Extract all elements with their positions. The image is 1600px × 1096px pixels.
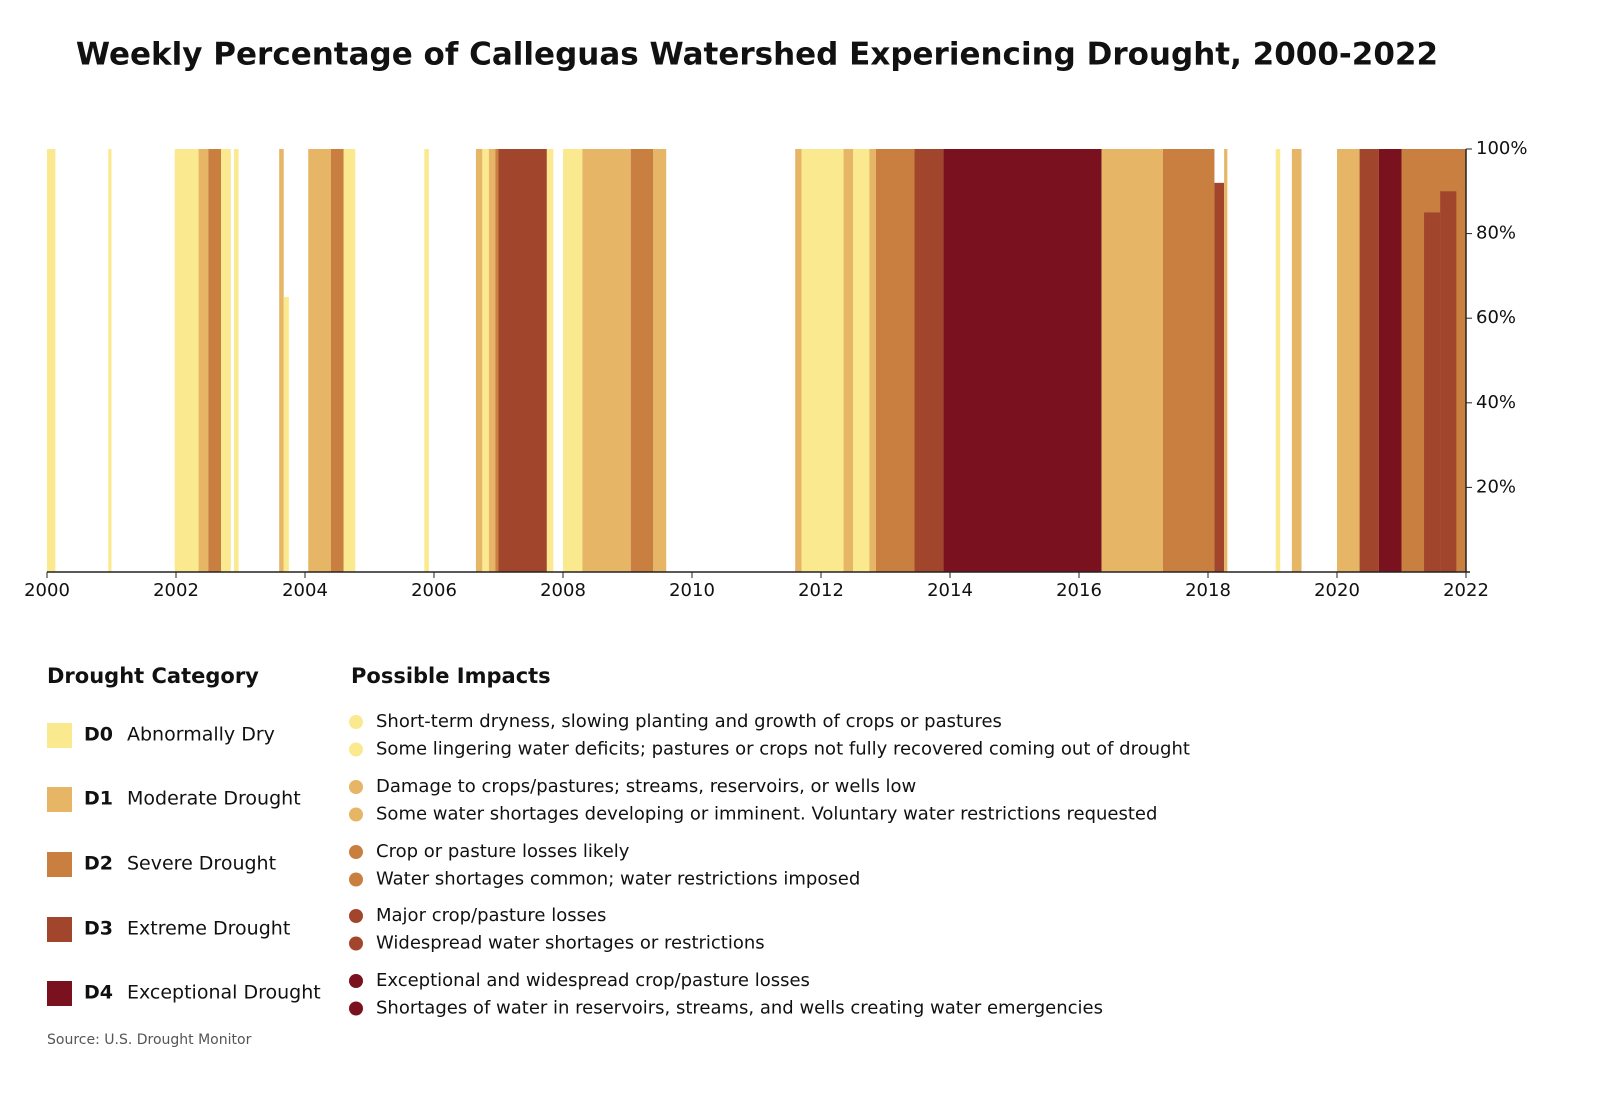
- bar: [498, 149, 547, 572]
- bar: [582, 149, 631, 572]
- legend-label: Severe Drought: [127, 853, 276, 875]
- x-tick-label: 2000: [24, 580, 70, 601]
- legend-label: Extreme Drought: [127, 918, 290, 940]
- x-tick-label: 2022: [1443, 580, 1489, 601]
- chart-title: Weekly Percentage of Calleguas Watershed…: [76, 37, 1438, 73]
- bar: [869, 149, 876, 572]
- x-tick-label: 2018: [1185, 580, 1231, 601]
- bar: [488, 149, 496, 572]
- bar: [221, 149, 231, 572]
- bar: [308, 149, 331, 572]
- x-tick-label: 2014: [927, 580, 973, 601]
- y-tick-label: 20%: [1476, 476, 1516, 497]
- bar: [198, 149, 209, 572]
- impact-dot: [349, 872, 363, 887]
- bar: [343, 149, 356, 572]
- bar: [801, 149, 844, 572]
- impact-text: Some lingering water deficits; pastures …: [376, 739, 1190, 760]
- impact-dot: [349, 807, 363, 822]
- bar: [630, 149, 654, 572]
- legend-label: Exceptional Drought: [127, 982, 321, 1004]
- x-tick-label: 2012: [798, 580, 844, 601]
- x-tick-label: 2008: [540, 580, 586, 601]
- impacts-title: Possible Impacts: [351, 664, 551, 688]
- legend-label: Moderate Drought: [127, 788, 301, 810]
- bar: [279, 149, 284, 572]
- impact-text: Widespread water shortages or restrictio…: [376, 933, 765, 954]
- legend-code: D4: [84, 982, 113, 1004]
- legend-code: D2: [84, 853, 113, 875]
- impact-text: Some water shortages developing or immin…: [376, 804, 1157, 825]
- bar: [1378, 149, 1402, 572]
- impact-text: Exceptional and widespread crop/pasture …: [376, 970, 810, 991]
- bar: [108, 149, 112, 572]
- bar: [1291, 149, 1302, 572]
- impact-dot: [349, 845, 363, 859]
- x-tick-label: 2002: [153, 580, 199, 601]
- x-tick-label: 2020: [1314, 580, 1360, 601]
- bar: [283, 297, 289, 572]
- bar: [853, 149, 870, 572]
- source: Source: U.S. Drought Monitor: [47, 1032, 252, 1048]
- bar: [174, 149, 199, 572]
- bar: [843, 149, 854, 572]
- bar: [1359, 149, 1379, 572]
- bar: [875, 149, 915, 572]
- legend-swatch: [47, 917, 72, 942]
- legend-title: Drought Category: [47, 664, 259, 688]
- impact-text: Damage to crops/pastures; streams, reser…: [376, 776, 916, 797]
- impact-dot: [349, 715, 363, 729]
- y-tick-label: 40%: [1476, 392, 1516, 413]
- bar: [482, 149, 489, 572]
- legend-code: D0: [84, 724, 113, 746]
- legend-swatch: [47, 852, 72, 877]
- impact-dot: [349, 909, 363, 923]
- bar: [1440, 191, 1457, 573]
- bar: [495, 149, 499, 572]
- bar: [1224, 149, 1228, 572]
- bar: [943, 149, 1102, 572]
- impact-dot: [349, 780, 363, 794]
- bar: [653, 149, 667, 572]
- impact-dot: [349, 936, 363, 951]
- impact-text: Water shortages common; water restrictio…: [376, 869, 860, 890]
- bar: [330, 149, 344, 572]
- bar: [1424, 212, 1441, 572]
- legend-code: D1: [84, 788, 113, 810]
- y-tick-label: 100%: [1476, 138, 1527, 159]
- bar: [795, 149, 802, 572]
- y-tick-label: 80%: [1476, 223, 1516, 244]
- legend-swatch: [47, 787, 72, 812]
- bar: [475, 149, 483, 572]
- impact-text: Major crop/pasture losses: [376, 905, 606, 926]
- bar: [234, 149, 239, 572]
- legend-swatch: [47, 981, 72, 1006]
- legend-code: D3: [84, 918, 113, 940]
- bar: [424, 149, 429, 572]
- bar: [563, 149, 583, 572]
- x-tick-label: 2006: [411, 580, 457, 601]
- bar: [208, 149, 222, 572]
- bar: [914, 149, 944, 572]
- impact-text: Shortages of water in reservoirs, stream…: [376, 998, 1103, 1019]
- impact-dot: [349, 742, 363, 757]
- bar: [1101, 149, 1163, 572]
- x-tick-label: 2004: [282, 580, 328, 601]
- y-tick-label: 60%: [1476, 307, 1516, 328]
- bar: [1337, 149, 1360, 572]
- x-tick-label: 2010: [669, 580, 715, 601]
- impact-dot: [349, 1001, 363, 1016]
- bar: [1162, 149, 1215, 572]
- bar: [546, 149, 554, 572]
- impact-text: Crop or pasture losses likely: [376, 841, 630, 862]
- bar: [47, 149, 56, 572]
- impact-dot: [349, 974, 363, 988]
- impact-text: Short-term dryness, slowing planting and…: [376, 711, 1002, 732]
- x-tick-label: 2016: [1056, 580, 1102, 601]
- bar: [1214, 182, 1225, 572]
- legend-label: Abnormally Dry: [127, 724, 275, 746]
- bar: [1275, 149, 1281, 572]
- legend-swatch: [47, 723, 72, 748]
